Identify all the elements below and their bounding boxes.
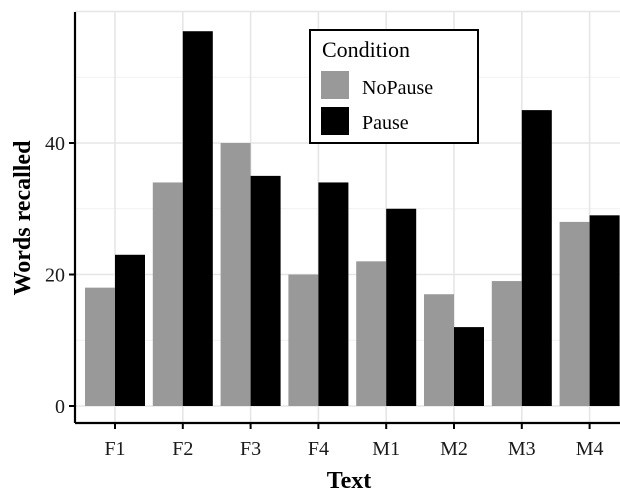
bar-nopause-m1 — [356, 261, 387, 406]
bar-pause-m3 — [521, 110, 552, 406]
legend-key-nopause — [321, 71, 349, 99]
legend-label-nopause: NoPause — [362, 77, 433, 99]
y-tick-label: 40 — [45, 133, 65, 155]
x-tick-label: M4 — [576, 438, 604, 460]
x-tick-label: M3 — [508, 438, 536, 460]
bar-pause-m2 — [454, 327, 484, 406]
x-tick-label: F2 — [172, 438, 193, 460]
bar-nopause-m2 — [424, 294, 454, 406]
y-tick-label: 20 — [45, 265, 65, 287]
bar-pause-f2 — [182, 31, 213, 406]
x-tick-label: M2 — [440, 438, 468, 460]
x-tick-label: F4 — [308, 438, 329, 460]
x-axis-title: Text — [327, 468, 371, 494]
x-ticks: F1 F2 F3 F4 M1 M2 M3 M4 — [104, 423, 603, 460]
legend-label-pause: Pause — [362, 112, 409, 134]
bar-pause-m1 — [386, 208, 417, 406]
y-axis-title: Words recalled — [10, 140, 36, 296]
bars — [85, 31, 620, 406]
bar-nopause-f3 — [220, 143, 251, 406]
bar-nopause-f1 — [85, 287, 115, 406]
bar-pause-f3 — [250, 175, 281, 406]
legend: Condition NoPause Pause — [309, 29, 479, 144]
legend-title: Condition — [322, 37, 410, 62]
bar-pause-f1 — [115, 254, 145, 406]
bar-nopause-m3 — [491, 281, 522, 406]
bar-nopause-f4 — [288, 274, 319, 406]
axes — [73, 12, 620, 425]
bar-pause-m4 — [589, 215, 620, 406]
x-tick-label: M1 — [372, 438, 400, 460]
y-tick-label: 0 — [55, 396, 65, 418]
bar-nopause-m4 — [559, 221, 590, 406]
bar-pause-f4 — [318, 182, 349, 406]
x-tick-label: F1 — [104, 438, 125, 460]
y-ticks: 0 20 40 — [45, 133, 75, 418]
bar-nopause-f2 — [152, 182, 183, 406]
x-tick-label: F3 — [240, 438, 261, 460]
legend-key-pause — [321, 107, 349, 135]
